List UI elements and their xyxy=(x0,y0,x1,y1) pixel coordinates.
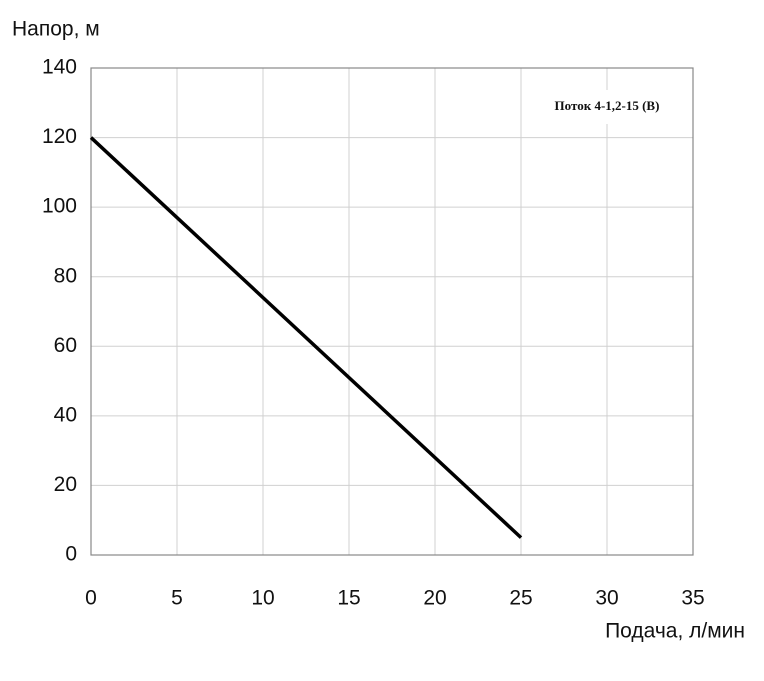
x-axis-label: Подача, л/мин xyxy=(605,620,745,643)
y-tick-label: 60 xyxy=(54,334,77,357)
x-tick-label: 20 xyxy=(423,587,446,610)
legend-label: Поток 4-1,2-15 (В) xyxy=(555,98,660,113)
x-tick-label: 15 xyxy=(337,587,360,610)
x-tick-label: 30 xyxy=(595,587,618,610)
data-line xyxy=(89,136,523,539)
legend-box xyxy=(523,90,691,124)
x-tick-label: 0 xyxy=(85,587,97,610)
y-tick-label: 40 xyxy=(54,403,77,426)
y-axis-label: Напор, м xyxy=(12,18,100,41)
x-tick-label: 35 xyxy=(681,587,704,610)
y-tick-label: 100 xyxy=(42,195,77,218)
y-tick-label: 80 xyxy=(54,264,77,287)
plot-frame xyxy=(90,67,694,556)
y-tick-label: 120 xyxy=(42,125,77,148)
x-tick-label: 25 xyxy=(509,587,532,610)
x-tick-label: 5 xyxy=(171,587,183,610)
y-tick-label: 0 xyxy=(65,543,77,566)
y-tick-label: 140 xyxy=(42,56,77,79)
x-tick-label: 10 xyxy=(251,587,274,610)
y-tick-label: 20 xyxy=(54,473,77,496)
